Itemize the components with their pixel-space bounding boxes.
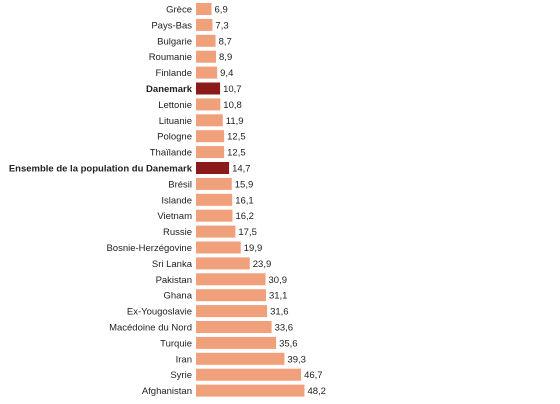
category-label-pakistan: Pakistan (156, 275, 192, 286)
bar-bosnie-herzegovine (196, 241, 241, 254)
bar-vietnam (196, 209, 233, 222)
bar-turquie (196, 336, 277, 349)
bar-finlande (196, 66, 218, 79)
value-label-islande: 16,1 (235, 195, 254, 206)
category-label-lituanie: Lituanie (159, 116, 192, 127)
category-label-ensemble-de-la-population-du-danemark: Ensemble de la population du Danemark (9, 164, 193, 175)
value-label-roumanie: 8,9 (219, 52, 232, 63)
bar-islande (196, 193, 233, 206)
category-label-sri-lanka: Sri Lanka (152, 259, 193, 270)
value-label-macedoine-du-nord: 33,6 (275, 323, 294, 334)
category-label-pays-bas: Pays-Bas (151, 20, 192, 31)
bar-ghana (196, 289, 266, 302)
bar-sri-lanka (196, 257, 250, 270)
category-label-ghana: Ghana (163, 291, 192, 302)
category-label-danemark: Danemark (146, 84, 193, 95)
category-label-lettonie: Lettonie (158, 100, 192, 111)
bar-macedoine-du-nord (196, 321, 272, 333)
value-label-bresil: 15,9 (235, 179, 254, 190)
value-label-pays-bas: 7,3 (215, 20, 228, 31)
bar-syrie (196, 368, 302, 381)
category-label-vietnam: Vietnam (157, 211, 192, 222)
category-label-grece: Grèce (166, 5, 192, 16)
value-label-ex-yougoslavie: 31,6 (270, 307, 289, 318)
category-label-islande: Islande (161, 195, 192, 206)
value-label-lituanie: 11,9 (226, 116, 244, 127)
bar-grece (196, 3, 212, 15)
bar-bresil (196, 177, 232, 190)
bar-lituanie (196, 114, 223, 127)
category-label-thailande: Thaïlande (150, 148, 192, 159)
category-label-syrie: Syrie (170, 370, 192, 381)
value-label-pologne: 12,5 (227, 132, 246, 143)
value-label-thailande: 12,5 (227, 148, 246, 159)
bar-pays-bas (196, 18, 213, 31)
bar-pologne (196, 130, 225, 143)
bars-group (196, 3, 305, 397)
category-label-turquie: Turquie (160, 338, 192, 349)
value-label-iran: 39,3 (287, 354, 306, 365)
value-label-bulgarie: 8,7 (219, 36, 232, 47)
bar-danemark (196, 82, 221, 95)
category-label-finlande: Finlande (156, 68, 192, 79)
category-label-macedoine-du-nord: Macédoine du Nord (109, 323, 192, 334)
value-label-afghanistan: 48,2 (307, 386, 326, 397)
value-label-syrie: 46,7 (304, 370, 323, 381)
category-label-ex-yougoslavie: Ex-Yougoslavie (127, 307, 192, 318)
value-label-finlande: 9,4 (220, 68, 233, 79)
category-label-russie: Russie (163, 227, 192, 238)
value-label-ghana: 31,1 (269, 291, 288, 302)
value-labels-group: 6,9 7,3 8,7 8,9 9,4 10,7 10,8 11,9 12,5 12,5 14,7 1… (215, 5, 326, 398)
value-label-pakistan: 30,9 (269, 275, 288, 286)
value-label-lettonie: 10,8 (223, 100, 242, 111)
category-labels-group: Grèce Pays-Bas Bulgarie Roumanie Finlande Dan… (9, 5, 193, 398)
category-label-bulgarie: Bulgarie (157, 36, 192, 47)
bar-iran (196, 352, 285, 365)
bar-ensemble-de-la-population-du-danemark (196, 162, 230, 174)
value-label-ensemble-de-la-population-du-danemark: 14,7 (232, 164, 251, 175)
value-label-vietnam: 16,2 (235, 211, 254, 222)
bar-lettonie (196, 98, 221, 111)
bar-roumanie (196, 50, 217, 63)
value-label-russie: 17,5 (238, 227, 257, 238)
category-label-bresil: Brésil (168, 179, 192, 190)
category-label-bosnie-herzegovine: Bosnie-Herzégovine (106, 243, 192, 254)
bar-ex-yougoslavie (196, 305, 268, 318)
bar-russie (196, 225, 236, 238)
bar-afghanistan (196, 384, 305, 397)
bar-pakistan (196, 273, 266, 286)
category-label-pologne: Pologne (157, 132, 192, 143)
value-label-turquie: 35,6 (279, 338, 298, 349)
bar-thailande (196, 146, 225, 159)
category-label-roumanie: Roumanie (149, 52, 192, 63)
category-label-afghanistan: Afghanistan (142, 386, 192, 397)
category-label-iran: Iran (176, 354, 192, 365)
bar-bulgarie (196, 34, 216, 47)
value-label-grece: 6,9 (215, 5, 228, 16)
value-label-sri-lanka: 23,9 (253, 259, 272, 270)
value-label-bosnie-herzegovine: 19,9 (244, 243, 263, 254)
value-label-danemark: 10,7 (223, 84, 242, 95)
